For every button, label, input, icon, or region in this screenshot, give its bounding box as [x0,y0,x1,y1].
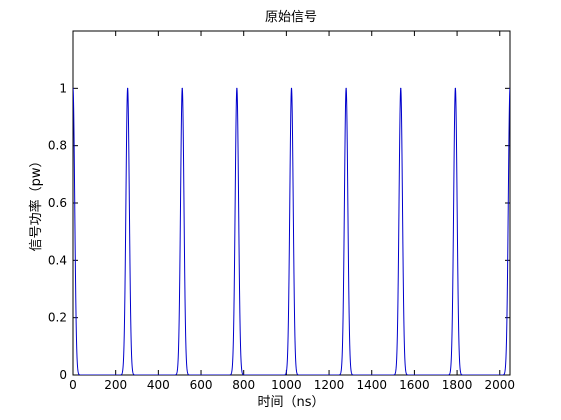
x-tick-label: 1200 [314,378,345,392]
data-series [73,87,510,375]
pulse-peak-point [454,87,456,89]
pulse-peak-point [400,87,402,89]
pulse-peak-point [290,87,293,89]
y-tick-label: 0.4 [48,253,67,267]
x-tick-label: 1800 [442,378,473,392]
pulse-peak-point [181,87,183,89]
x-tick-label: 800 [232,378,255,392]
pulse-peak-point [509,87,510,89]
x-tick-label: 600 [190,378,213,392]
x-tick-label: 2000 [484,378,515,392]
y-axis-label: 信号功率（pw） [28,155,44,252]
x-tick-label: 1600 [399,378,430,392]
x-tick-label: 1000 [271,378,302,392]
pulse-peak-point [127,87,129,89]
y-tick-label: 0.8 [48,139,67,153]
chart-title: 原始信号 [265,10,317,25]
y-tick-label: 0.6 [48,196,67,210]
x-tick-label: 1400 [356,378,387,392]
x-tick-label: 400 [147,378,170,392]
y-tick-label: 0 [59,368,67,382]
axis-ticks: 0 200 400 600 800 1000 1200 1400 1600 1800 2000 0 0.… [48,31,515,392]
x-axis-label: 时间（ns） [257,395,324,410]
y-tick-label: 1 [59,81,67,95]
plot-area [72,30,511,376]
pulse-peak-point [345,87,347,89]
pulse-peak-point [73,87,74,89]
pulse-peak-point [236,87,238,89]
y-tick-label: 0.2 [48,311,67,325]
x-tick-label: 200 [104,378,127,392]
x-tick-label: 0 [69,378,77,392]
